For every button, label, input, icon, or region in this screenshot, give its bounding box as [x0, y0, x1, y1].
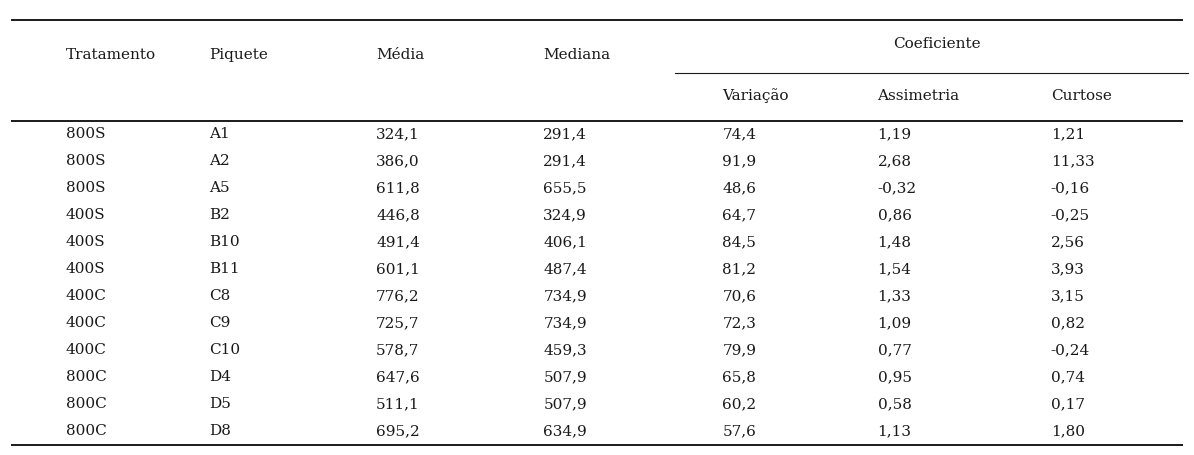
Text: 734,9: 734,9 [543, 316, 587, 330]
Text: A5: A5 [209, 181, 229, 195]
Text: Coeficiente: Coeficiente [893, 37, 981, 51]
Text: Tratamento: Tratamento [66, 48, 155, 61]
Text: 291,4: 291,4 [543, 127, 587, 141]
Text: C10: C10 [209, 344, 240, 357]
Text: 64,7: 64,7 [722, 208, 756, 222]
Text: 800C: 800C [66, 370, 106, 384]
Text: 1,54: 1,54 [878, 262, 911, 276]
Text: 1,33: 1,33 [878, 289, 911, 303]
Text: 800S: 800S [66, 154, 105, 168]
Text: 459,3: 459,3 [543, 344, 587, 357]
Text: 1,19: 1,19 [878, 127, 912, 141]
Text: 57,6: 57,6 [722, 425, 756, 439]
Text: 386,0: 386,0 [376, 154, 420, 168]
Text: 400C: 400C [66, 289, 106, 303]
Text: A1: A1 [209, 127, 229, 141]
Text: 734,9: 734,9 [543, 289, 587, 303]
Text: Piquete: Piquete [209, 48, 267, 61]
Text: 324,9: 324,9 [543, 208, 587, 222]
Text: 800C: 800C [66, 397, 106, 411]
Text: 800S: 800S [66, 181, 105, 195]
Text: -0,16: -0,16 [1051, 181, 1090, 195]
Text: 400S: 400S [66, 235, 105, 249]
Text: 0,17: 0,17 [1051, 397, 1084, 411]
Text: 601,1: 601,1 [376, 262, 420, 276]
Text: 291,4: 291,4 [543, 154, 587, 168]
Text: 324,1: 324,1 [376, 127, 420, 141]
Text: 634,9: 634,9 [543, 425, 587, 439]
Text: 1,21: 1,21 [1051, 127, 1085, 141]
Text: 507,9: 507,9 [543, 397, 587, 411]
Text: D8: D8 [209, 425, 230, 439]
Text: 60,2: 60,2 [722, 397, 757, 411]
Text: 0,95: 0,95 [878, 370, 911, 384]
Text: -0,24: -0,24 [1051, 344, 1090, 357]
Text: 74,4: 74,4 [722, 127, 756, 141]
Text: 2,56: 2,56 [1051, 235, 1084, 249]
Text: 611,8: 611,8 [376, 181, 420, 195]
Text: B10: B10 [209, 235, 240, 249]
Text: -0,32: -0,32 [878, 181, 917, 195]
Text: 1,09: 1,09 [878, 316, 912, 330]
Text: 1,13: 1,13 [878, 425, 911, 439]
Text: C8: C8 [209, 289, 230, 303]
Text: D5: D5 [209, 397, 230, 411]
Text: 65,8: 65,8 [722, 370, 756, 384]
Text: 776,2: 776,2 [376, 289, 420, 303]
Text: -0,25: -0,25 [1051, 208, 1090, 222]
Text: B11: B11 [209, 262, 240, 276]
Text: 70,6: 70,6 [722, 289, 756, 303]
Text: 695,2: 695,2 [376, 425, 420, 439]
Text: 81,2: 81,2 [722, 262, 756, 276]
Text: 446,8: 446,8 [376, 208, 420, 222]
Text: 84,5: 84,5 [722, 235, 756, 249]
Text: 3,15: 3,15 [1051, 289, 1084, 303]
Text: 91,9: 91,9 [722, 154, 757, 168]
Text: Assimetria: Assimetria [878, 89, 960, 102]
Text: 511,1: 511,1 [376, 397, 420, 411]
Text: 655,5: 655,5 [543, 181, 586, 195]
Text: 487,4: 487,4 [543, 262, 587, 276]
Text: 406,1: 406,1 [543, 235, 587, 249]
Text: 400C: 400C [66, 316, 106, 330]
Text: 800C: 800C [66, 425, 106, 439]
Text: 800S: 800S [66, 127, 105, 141]
Text: 400S: 400S [66, 208, 105, 222]
Text: 2,68: 2,68 [878, 154, 911, 168]
Text: 0,82: 0,82 [1051, 316, 1084, 330]
Text: 72,3: 72,3 [722, 316, 756, 330]
Text: Média: Média [376, 48, 424, 61]
Text: 1,80: 1,80 [1051, 425, 1084, 439]
Text: 11,33: 11,33 [1051, 154, 1095, 168]
Text: 0,58: 0,58 [878, 397, 911, 411]
Text: D4: D4 [209, 370, 230, 384]
Text: 48,6: 48,6 [722, 181, 756, 195]
Text: 400S: 400S [66, 262, 105, 276]
Text: 0,86: 0,86 [878, 208, 911, 222]
Text: 647,6: 647,6 [376, 370, 420, 384]
Text: Curtose: Curtose [1051, 89, 1112, 102]
Text: 0,74: 0,74 [1051, 370, 1084, 384]
Text: B2: B2 [209, 208, 229, 222]
Text: Variação: Variação [722, 88, 789, 103]
Text: 578,7: 578,7 [376, 344, 419, 357]
Text: 400C: 400C [66, 344, 106, 357]
Text: Mediana: Mediana [543, 48, 610, 61]
Text: 491,4: 491,4 [376, 235, 420, 249]
Text: 1,48: 1,48 [878, 235, 911, 249]
Text: 507,9: 507,9 [543, 370, 587, 384]
Text: C9: C9 [209, 316, 230, 330]
Text: A2: A2 [209, 154, 229, 168]
Text: 0,77: 0,77 [878, 344, 911, 357]
Text: 79,9: 79,9 [722, 344, 756, 357]
Text: 3,93: 3,93 [1051, 262, 1084, 276]
Text: 725,7: 725,7 [376, 316, 419, 330]
